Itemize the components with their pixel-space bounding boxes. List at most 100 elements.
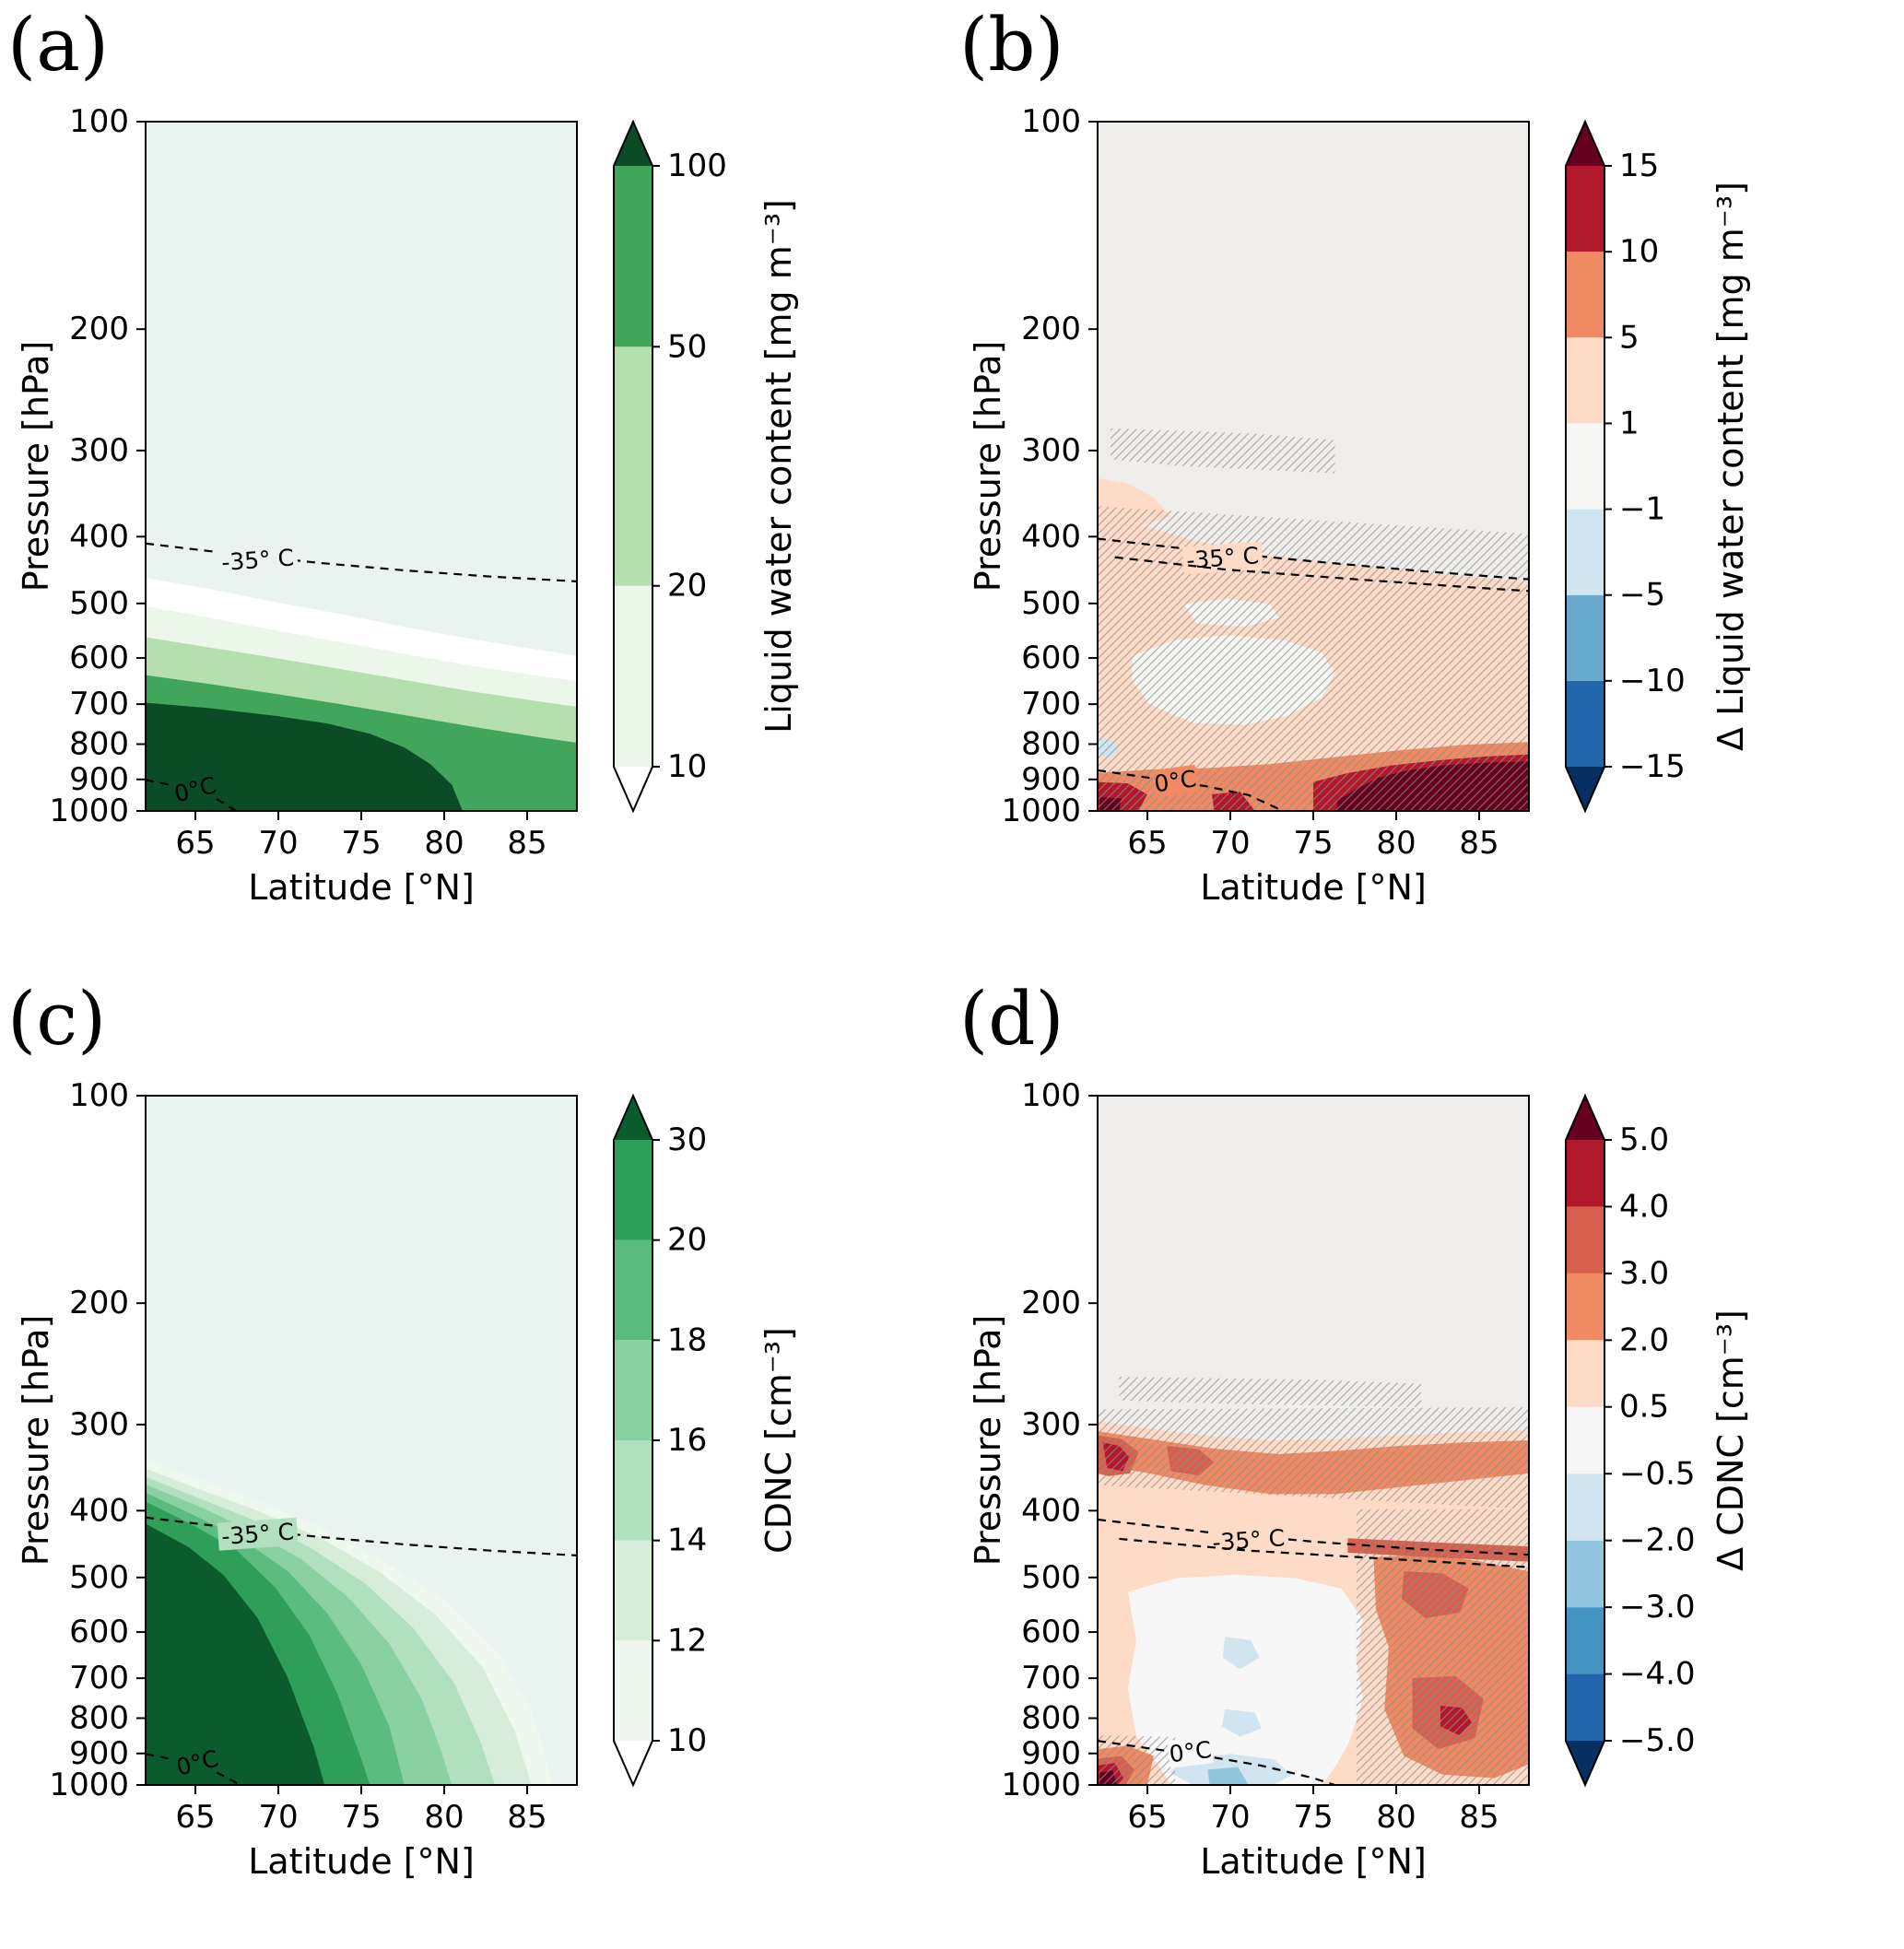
colorbar-tick-label: −3.0 xyxy=(1619,1589,1696,1626)
y-tick-label: 200 xyxy=(1021,311,1081,347)
colorbar-tick-label: 20 xyxy=(667,1222,707,1259)
y-tick-label: 300 xyxy=(69,432,129,469)
y-tick-label: 800 xyxy=(1021,726,1081,763)
panel-b: -35° C 0°C 65 70 75 80 85 100 200 300 400 500 600 700… xyxy=(968,103,1751,908)
colorbar-segment xyxy=(1566,423,1604,510)
colorbar-segment xyxy=(614,1440,652,1541)
y-tick-label: 1000 xyxy=(49,1767,129,1803)
colorbar-segment xyxy=(1566,1406,1604,1474)
colorbar-tick-label: 5.0 xyxy=(1619,1121,1669,1158)
colorbar-tick-label: 14 xyxy=(667,1522,707,1559)
panel-label-b: (b) xyxy=(959,2,1064,88)
contour-label: -35° C xyxy=(1207,1523,1289,1557)
colorbar-tick-label: 12 xyxy=(667,1622,707,1659)
colorbar-title: Δ CDNC [cm⁻³] xyxy=(1710,1309,1751,1571)
colorbar-segment xyxy=(614,1540,652,1641)
colorbar-segment xyxy=(1566,509,1604,595)
temperature-contour-line xyxy=(1098,769,1284,811)
colorbar-segment xyxy=(614,1239,652,1341)
y-tick-label: 300 xyxy=(1021,432,1081,469)
colorbar-segment xyxy=(1566,1206,1604,1274)
x-tick-label: 80 xyxy=(1376,825,1416,862)
colorbar-tick-label: 1 xyxy=(1619,405,1640,441)
y-tick-label: 300 xyxy=(1021,1406,1081,1443)
y-tick-label: 600 xyxy=(69,640,129,676)
temperature-contour-line xyxy=(146,1516,577,1557)
x-tick-label: 75 xyxy=(1293,1799,1333,1836)
y-tick-label: 100 xyxy=(69,1077,129,1114)
panel-label-a: (a) xyxy=(7,2,110,88)
y-tick-label: 700 xyxy=(1021,1660,1081,1697)
y-tick-label: 500 xyxy=(1021,585,1081,622)
x-tick-label: 85 xyxy=(1459,825,1499,862)
colorbar-segment xyxy=(1566,680,1604,767)
y-tick-label: 900 xyxy=(69,1735,129,1772)
colorbar-segment xyxy=(1566,1673,1604,1741)
x-axis-label: Latitude [°N] xyxy=(248,867,475,908)
colorbar-segment xyxy=(1566,252,1604,338)
y-axis-label: Pressure [hPa] xyxy=(16,1315,56,1567)
y-axis-label: Pressure [hPa] xyxy=(16,341,56,593)
panel-a-container: (a) -35° C 0°C 65 70 75 80 85 100 200 300 400 500 60… xyxy=(0,0,952,974)
y-tick-label: 100 xyxy=(69,103,129,140)
x-tick-label: 75 xyxy=(341,1799,381,1836)
colorbar-segment xyxy=(1566,1473,1604,1541)
y-tick-label: 600 xyxy=(1021,640,1081,676)
x-tick-label: 75 xyxy=(341,825,381,862)
svg-text:0°C: 0°C xyxy=(1168,1736,1213,1767)
x-tick-label: 70 xyxy=(258,825,298,862)
y-tick-label: 1000 xyxy=(1001,793,1081,829)
x-axis-label: Latitude [°N] xyxy=(1200,867,1427,908)
colorbar-tick-label: −0.5 xyxy=(1619,1455,1696,1492)
colorbar-tick-label: 50 xyxy=(667,328,707,365)
y-tick-label: 200 xyxy=(1021,1285,1081,1321)
colorbar-over-arrow xyxy=(614,122,652,166)
temperature-contour-line xyxy=(1119,1537,1529,1568)
temperature-contour-line xyxy=(1098,537,1529,581)
x-tick-label: 65 xyxy=(175,1799,215,1836)
x-tick-label: 80 xyxy=(424,1799,464,1836)
contour-label: -35° C xyxy=(217,543,299,577)
panel-label-d: (d) xyxy=(959,976,1064,1062)
x-tick-label: 75 xyxy=(1293,825,1333,862)
panel-c-container: (c) -35° C 0°C 65 70 75 80 85 100 200 300 400 500 60… xyxy=(0,974,952,1948)
colorbar-tick-label: −1 xyxy=(1619,491,1665,528)
y-tick-label: 700 xyxy=(69,686,129,722)
colorbar-tick-label: 20 xyxy=(667,568,707,605)
y-tick-label: 900 xyxy=(1021,1735,1081,1772)
contour-band xyxy=(1127,1574,1363,1785)
y-tick-label: 100 xyxy=(1021,1077,1081,1114)
colorbar-tick-label: 4.0 xyxy=(1619,1188,1669,1225)
colorbar-tick-label: 18 xyxy=(667,1321,707,1358)
colorbar-segment xyxy=(614,166,652,347)
contour-band xyxy=(1222,1637,1260,1670)
colorbar-over-arrow xyxy=(614,1096,652,1140)
colorbar-segment xyxy=(1566,1140,1604,1207)
colorbar-tick-label: 30 xyxy=(667,1121,707,1158)
colorbar-tick-label: 5 xyxy=(1619,319,1640,356)
y-tick-label: 300 xyxy=(69,1406,129,1443)
y-axis-label: Pressure [hPa] xyxy=(968,1315,1008,1567)
colorbar-segment xyxy=(1566,166,1604,252)
y-tick-label: 100 xyxy=(1021,103,1081,140)
svg-text:-35° C: -35° C xyxy=(220,1519,295,1550)
x-tick-label: 80 xyxy=(424,825,464,862)
y-tick-label: 400 xyxy=(1021,518,1081,555)
y-tick-label: 900 xyxy=(69,761,129,798)
colorbar-tick-label: −2.0 xyxy=(1619,1522,1696,1559)
y-tick-label: 400 xyxy=(1021,1492,1081,1529)
hatch-region xyxy=(1111,428,1335,474)
panel-b-container: (b) -35° C 0°C 65 70 75 80 85 100 200 300 400 500 60… xyxy=(952,0,1904,974)
contour-band xyxy=(1221,1708,1262,1737)
svg-text:-35° C: -35° C xyxy=(1212,1524,1287,1556)
colorbar-tick-label: 0.5 xyxy=(1619,1389,1669,1426)
colorbar-tick-label: 10 xyxy=(667,748,707,785)
contour-band xyxy=(1207,1767,1249,1785)
panel-c: -35° C0°C 65 70 75 80 85 100 200 300 400 500 600 700… xyxy=(16,1077,799,1882)
colorbar-under-arrow xyxy=(1566,1741,1604,1785)
x-tick-label: 80 xyxy=(1376,1799,1416,1836)
hatch-region xyxy=(1356,1509,1529,1785)
svg-text:-35° C: -35° C xyxy=(220,545,295,576)
panel-d-container: (d) -35° C 0°C 65 70 75 80 85 100 200 300 400 500 60… xyxy=(952,974,1904,1948)
